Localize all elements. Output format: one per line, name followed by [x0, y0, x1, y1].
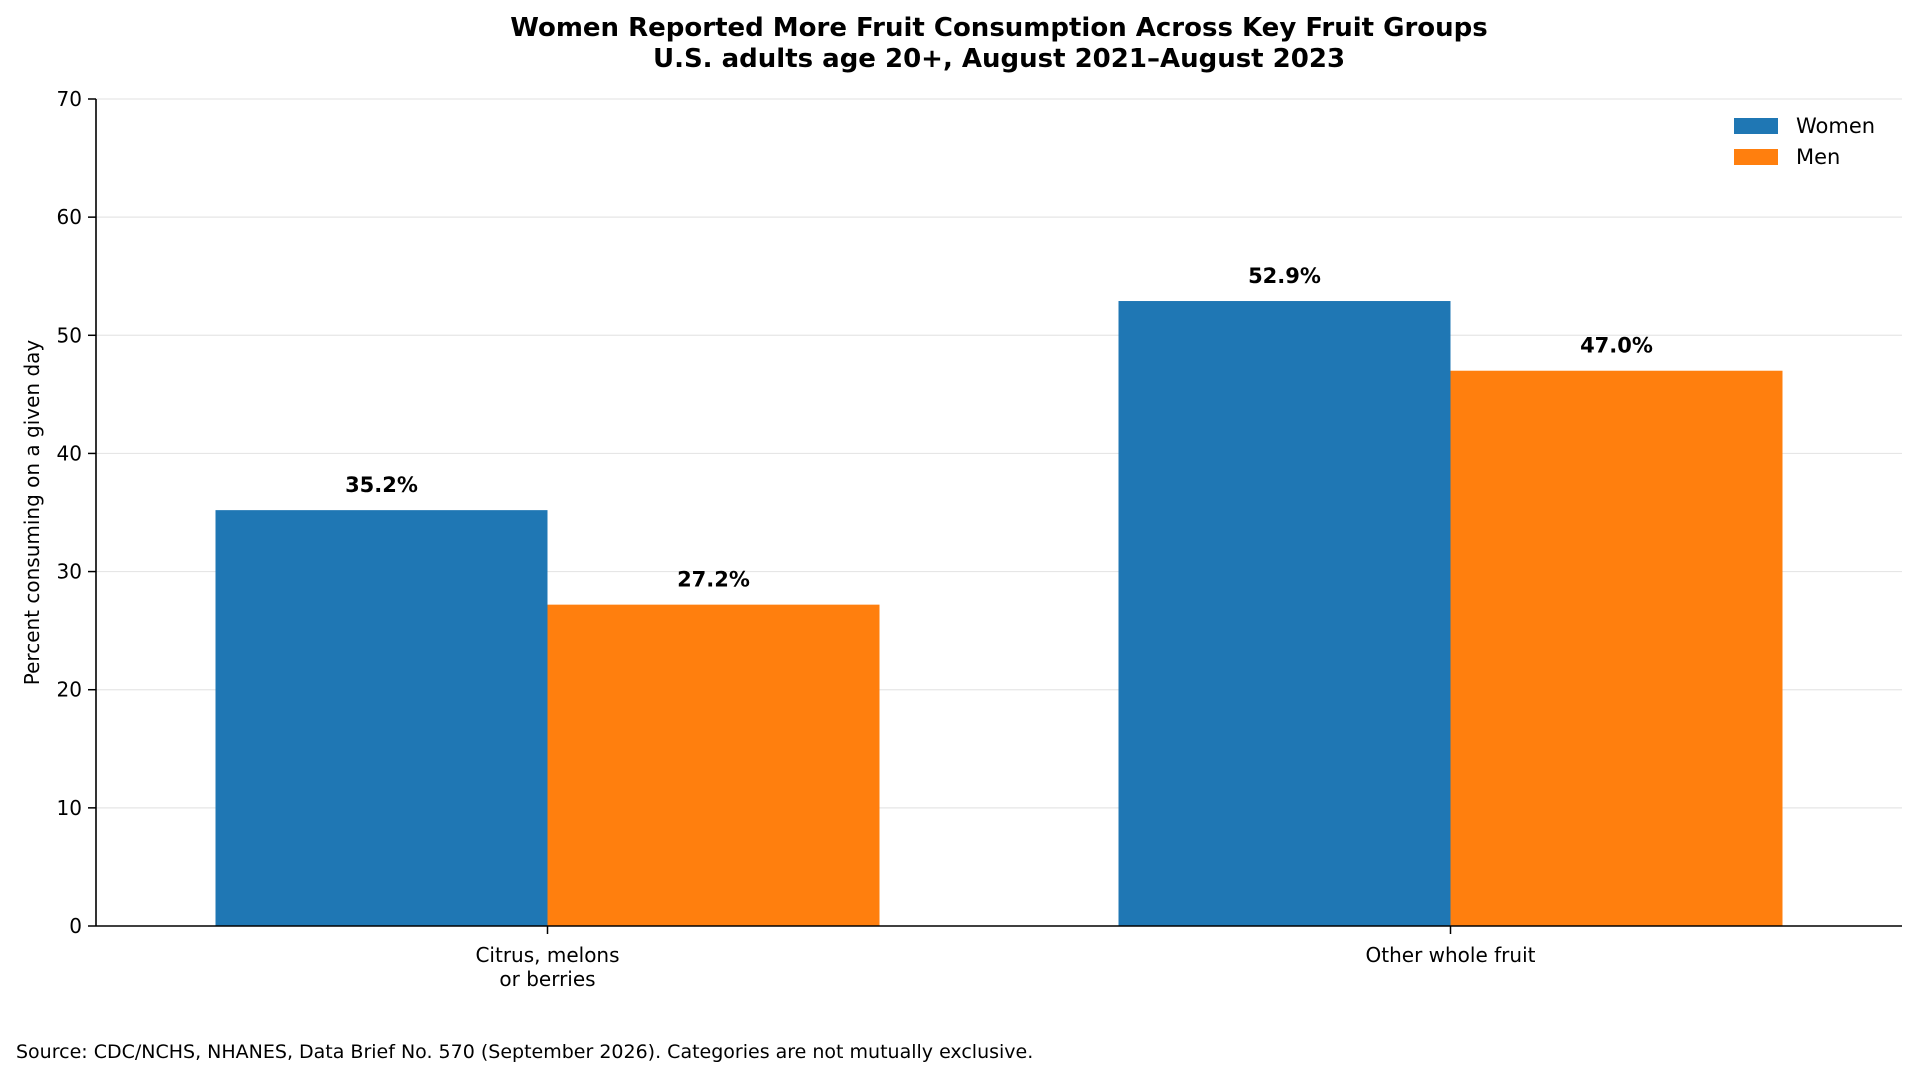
data-label-men-1: 47.0%	[1580, 334, 1653, 358]
y-tick-label: 50	[57, 323, 82, 347]
y-tick-label: 40	[57, 441, 82, 465]
chart-subtitle: U.S. adults age 20+, August 2021–August …	[653, 44, 1345, 74]
data-label-women-0: 35.2%	[345, 473, 418, 497]
chart-text: Women Reported More Fruit Consumption Ac…	[16, 13, 1488, 1063]
data-label-men-0: 27.2%	[677, 568, 750, 592]
y-tick-label: 0	[69, 914, 82, 938]
bar-women-0	[215, 510, 548, 926]
legend-swatch-men	[1734, 149, 1778, 165]
y-tick-label: 60	[57, 205, 82, 229]
y-tick-label: 70	[57, 87, 82, 111]
legend-label-women: Women	[1796, 114, 1875, 138]
source-note: Source: CDC/NCHS, NHANES, Data Brief No.…	[16, 1041, 1033, 1063]
legend-label-men: Men	[1796, 145, 1840, 169]
x-tick-label: Citrus, melons	[475, 943, 619, 967]
y-tick-label: 10	[57, 796, 82, 820]
bar-men-1	[1450, 370, 1783, 926]
bars	[215, 301, 1783, 926]
legend: Women Men	[1734, 114, 1875, 169]
bar-women-1	[1118, 301, 1451, 926]
y-axis-label: Percent consuming on a given day	[20, 340, 44, 686]
legend-swatch-women	[1734, 118, 1778, 134]
bar-men-0	[547, 604, 880, 926]
y-tick-label: 20	[57, 678, 82, 702]
chart-title: Women Reported More Fruit Consumption Ac…	[510, 13, 1488, 43]
y-tick-label: 30	[57, 560, 82, 584]
x-tick-label: or berries	[499, 967, 595, 991]
data-label-women-1: 52.9%	[1248, 264, 1321, 288]
axes	[88, 98, 1902, 934]
data-labels: 35.2% 27.2% 52.9% 47.0%	[345, 264, 1653, 592]
x-tick-label: Other whole fruit	[1366, 943, 1536, 967]
